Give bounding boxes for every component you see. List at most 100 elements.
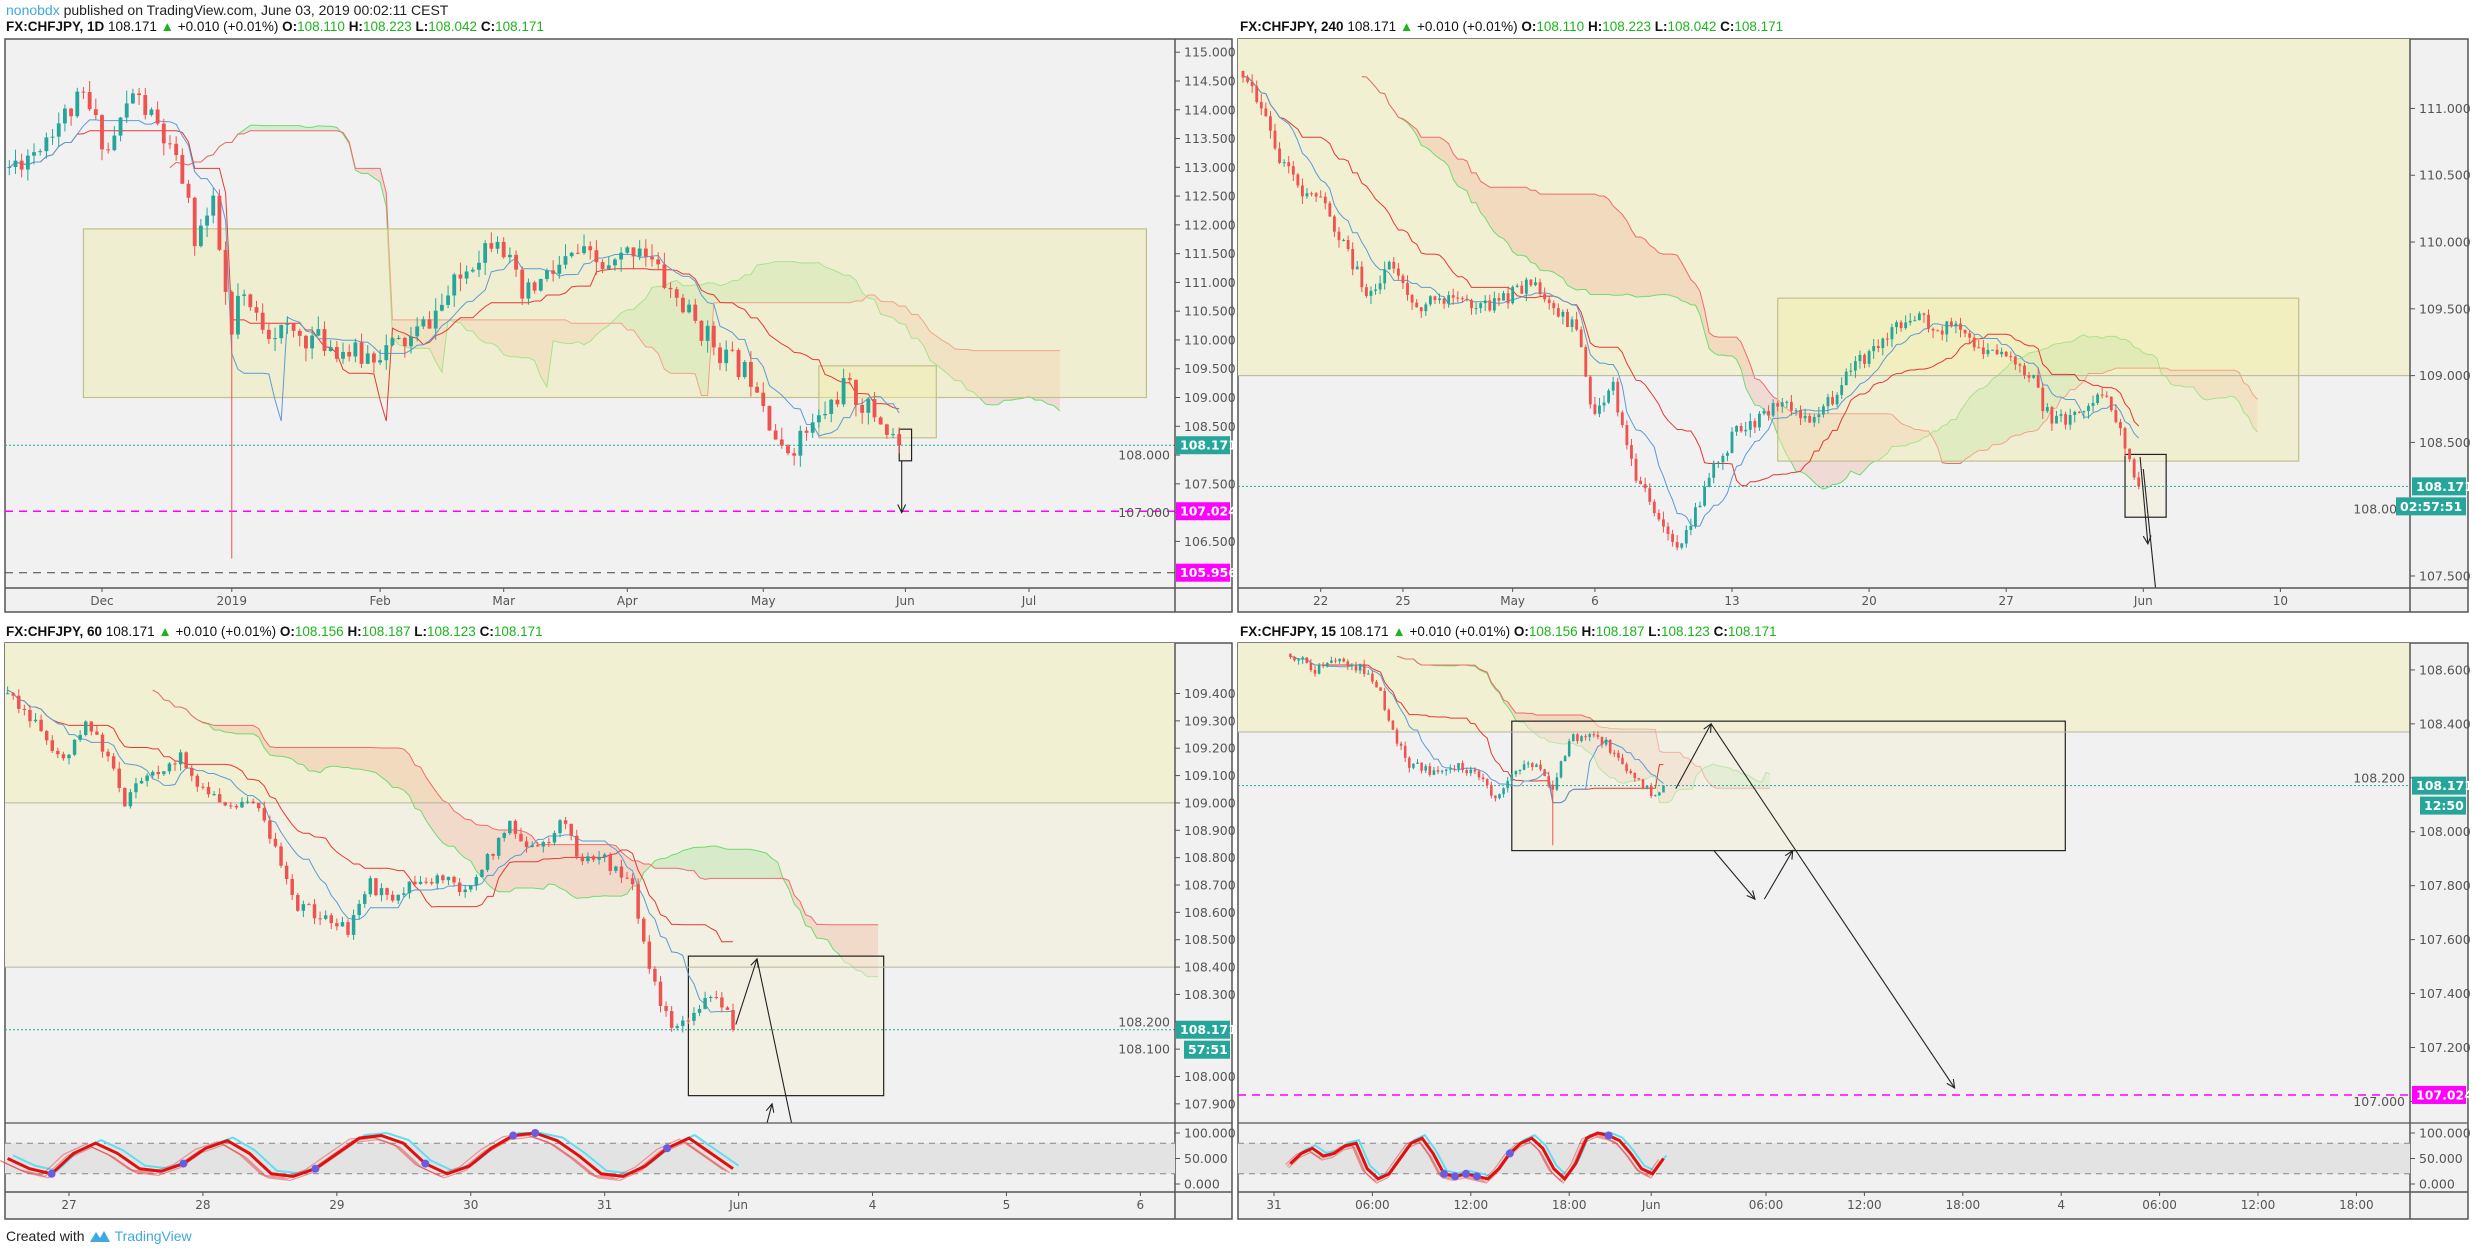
- candle: [63, 104, 67, 132]
- candle-body: [168, 143, 172, 145]
- candle-body: [424, 881, 428, 883]
- candle: [84, 720, 88, 737]
- candle-body: [1598, 405, 1601, 414]
- ichimoku-cloud-segment: [2147, 354, 2153, 369]
- chart-panel-1D[interactable]: 106.500107.000107.500108.000108.500109.0…: [4, 38, 1237, 613]
- candle-body: [81, 91, 86, 93]
- price-tick-label: 107.400: [2419, 986, 2471, 1001]
- ichimoku-cloud-segment: [738, 275, 745, 303]
- candle: [365, 345, 370, 364]
- price-plot[interactable]: [5, 611, 1175, 1131]
- ichimoku-cloud-segment: [816, 924, 823, 939]
- candle-body: [594, 250, 599, 263]
- candle: [619, 247, 624, 272]
- candle: [1849, 363, 1853, 376]
- candle: [630, 873, 635, 891]
- candle: [1293, 655, 1296, 662]
- candle-body: [1436, 770, 1440, 772]
- target-box-rectangle[interactable]: [2124, 453, 2167, 518]
- ichimoku-cloud-segment: [775, 261, 782, 303]
- ichimoku-cloud-segment: [2065, 342, 2071, 397]
- price-plot[interactable]: [5, 80, 1175, 574]
- candle: [1282, 159, 1286, 167]
- ichimoku-cloud-segment: [509, 830, 516, 892]
- candle-body: [1374, 289, 1377, 291]
- candle-body: [474, 877, 479, 886]
- ichimoku-cloud-segment: [633, 303, 640, 339]
- candle-body: [205, 215, 209, 226]
- candle: [1726, 450, 1729, 462]
- ichimoku-cloud-segment: [2143, 352, 2148, 369]
- candle: [1654, 794, 1657, 797]
- candle-body: [866, 399, 871, 413]
- candle-body: [32, 152, 36, 156]
- price-tick-label: 114.000: [1184, 102, 1236, 117]
- candle-body: [1849, 370, 1853, 372]
- ichimoku-cloud-segment: [258, 728, 265, 748]
- candle: [1625, 762, 1628, 774]
- candle-body: [1362, 664, 1366, 674]
- candle: [192, 196, 197, 256]
- ichimoku-cloud-segment: [1489, 187, 1495, 233]
- candle-body: [1680, 543, 1684, 548]
- ichimoku-cloud-segment: [571, 323, 578, 344]
- arrow-annotation[interactable]: [1713, 850, 1756, 901]
- ichimoku-cloud-segment: [713, 283, 720, 303]
- candle: [1483, 295, 1487, 312]
- chart-panel-60[interactable]: 107.900108.000108.100108.200108.300108.4…: [0, 611, 1237, 1220]
- ichimoku-cloud-segment: [1700, 291, 1705, 332]
- arrow-annotation[interactable]: [1763, 849, 1794, 900]
- candle-body: [22, 708, 27, 710]
- chart-panel-240[interactable]: 107.500108.000108.500109.000109.500110.0…: [1237, 28, 2473, 613]
- candle-body: [1293, 657, 1296, 661]
- candle-body: [681, 1020, 685, 1027]
- candle-body: [1570, 319, 1574, 327]
- ichimoku-cloud-segment: [2083, 334, 2089, 382]
- tradingview-brand-link[interactable]: TradingView: [114, 1228, 192, 1244]
- zone-background: [1238, 39, 2410, 376]
- chart-panel-15[interactable]: 107.000107.200107.400107.600107.800108.0…: [1237, 616, 2473, 1220]
- candle: [1374, 283, 1377, 295]
- candle: [1559, 760, 1563, 779]
- candle: [184, 751, 188, 769]
- candle-body: [720, 997, 724, 1008]
- candle-body: [786, 445, 790, 454]
- ichimoku-cloud-segment: [799, 901, 806, 926]
- ichimoku-cloud-segment: [1800, 413, 1806, 474]
- candle-body: [150, 772, 155, 776]
- arrow-annotation[interactable]: [756, 958, 796, 1131]
- arrow-annotation[interactable]: [897, 460, 907, 514]
- price-plot[interactable]: [1238, 28, 2410, 602]
- candle-body: [441, 875, 445, 881]
- candle-body: [236, 295, 240, 335]
- candle: [872, 391, 877, 422]
- candle-body: [190, 767, 194, 776]
- candle-body: [891, 434, 895, 436]
- ichimoku-cloud-segment: [1859, 413, 1865, 476]
- arrow-annotation[interactable]: [2142, 469, 2160, 603]
- candle-body: [1392, 261, 1396, 269]
- candle: [415, 317, 420, 342]
- high-value: 108.223: [1602, 19, 1652, 34]
- candle-body: [501, 241, 506, 258]
- arrow-annotation[interactable]: [765, 1102, 775, 1131]
- time-tick-label: 6: [1137, 1198, 1145, 1212]
- price-tick-label: 108.200: [1118, 1014, 1170, 1029]
- price-plot[interactable]: [1238, 616, 2410, 1096]
- candle-body: [44, 137, 49, 152]
- arrow-annotation[interactable]: [1710, 723, 1956, 1089]
- publisher-username[interactable]: nonobdx: [6, 2, 60, 18]
- target-box-rectangle[interactable]: [687, 955, 885, 1097]
- candle-body: [1748, 421, 1752, 430]
- high-label: H:: [1581, 624, 1596, 639]
- ichimoku-cloud-segment: [353, 747, 360, 769]
- target-box-rectangle[interactable]: [1511, 720, 2066, 852]
- ichimoku-cloud-segment: [1878, 413, 1883, 461]
- candle: [316, 316, 321, 337]
- zone-rectangle[interactable]: [82, 228, 1148, 399]
- candle: [1703, 480, 1706, 507]
- candle-body: [1328, 203, 1332, 217]
- candle-body: [804, 430, 809, 433]
- close-value: 108.171: [493, 624, 543, 639]
